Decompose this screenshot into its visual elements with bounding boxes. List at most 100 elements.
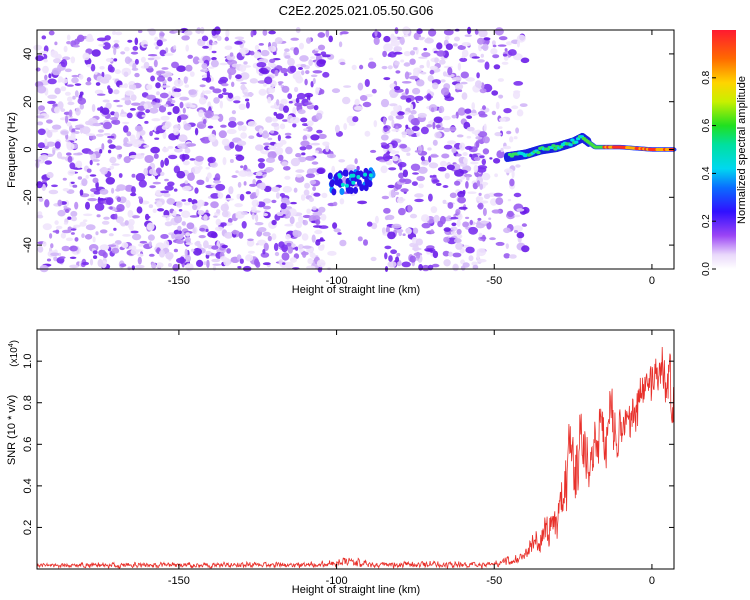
noise-blob — [390, 33, 395, 41]
noise-blob — [160, 159, 165, 168]
noise-blob — [340, 31, 349, 35]
noise-blob — [111, 247, 120, 254]
noise-blob — [148, 28, 156, 36]
noise-blob — [89, 135, 97, 140]
noise-blob — [158, 105, 167, 113]
noise-blob — [299, 146, 307, 151]
noise-blob — [513, 81, 524, 86]
noise-blob — [304, 182, 311, 189]
noise-blob — [145, 109, 151, 114]
noise-blob — [203, 90, 212, 94]
noise-blob — [401, 81, 412, 84]
noise-blob — [481, 158, 486, 166]
noise-blob — [154, 137, 160, 140]
noise-blob — [161, 125, 168, 130]
noise-blob — [254, 222, 264, 226]
noise-blob — [235, 170, 239, 174]
noise-blob — [146, 84, 153, 90]
noise-blob — [211, 258, 221, 263]
signal-core — [536, 150, 541, 155]
noise-blob — [44, 74, 48, 81]
noise-blob — [150, 101, 156, 105]
noise-blob — [155, 46, 159, 50]
noise-blob — [260, 49, 270, 57]
noise-blob — [294, 102, 303, 107]
noise-blob — [178, 134, 188, 142]
noise-blob — [513, 90, 521, 94]
noise-blob — [35, 159, 42, 162]
noise-blob — [227, 92, 234, 99]
noise-blob — [221, 244, 228, 249]
noise-blob — [204, 110, 214, 119]
noise-blob — [126, 131, 132, 137]
noise-blob — [84, 234, 93, 240]
noise-blob — [92, 177, 99, 184]
noise-blob — [391, 129, 400, 132]
noise-blob — [313, 192, 321, 197]
noise-blob — [44, 138, 48, 147]
snr-y-tick-label: 1.0 — [22, 354, 34, 369]
noise-blob — [113, 39, 120, 44]
noise-blob — [312, 225, 323, 228]
noise-blob — [130, 230, 139, 234]
noise-blob — [177, 225, 182, 231]
noise-blob — [407, 204, 412, 213]
noise-blob — [185, 264, 189, 269]
noise-blob — [486, 221, 492, 230]
noise-blob — [412, 172, 419, 175]
noise-blob — [281, 252, 290, 261]
noise-blob — [440, 79, 446, 83]
noise-blob — [465, 181, 469, 189]
noise-blob — [155, 262, 164, 268]
noise-blob — [453, 43, 458, 47]
noise-blob — [305, 155, 315, 161]
noise-blob — [107, 139, 113, 144]
noise-blob — [130, 192, 137, 197]
noise-blob — [273, 111, 278, 116]
noise-blob — [115, 216, 124, 224]
noise-blob — [481, 172, 491, 181]
noise-blob — [48, 189, 59, 195]
noise-blob — [328, 35, 334, 43]
signal-peak — [344, 183, 349, 188]
noise-blob — [237, 266, 242, 269]
snr-x-tick-label: 0 — [649, 575, 655, 587]
noise-blob — [51, 67, 61, 76]
noise-blob — [383, 43, 393, 52]
noise-blob — [217, 113, 224, 122]
noise-blob — [477, 165, 488, 170]
noise-blob — [163, 240, 170, 249]
noise-blob — [412, 47, 418, 51]
snr-y-tick-label: 0.4 — [22, 478, 34, 493]
noise-blob — [478, 43, 483, 52]
noise-blob — [302, 135, 308, 141]
noise-blob — [263, 198, 271, 204]
noise-blob — [207, 172, 212, 179]
noise-blob — [303, 128, 309, 132]
noise-blob — [65, 200, 69, 207]
noise-blob — [152, 181, 161, 185]
noise-blob — [90, 153, 97, 161]
noise-blob — [249, 78, 258, 84]
noise-blob — [427, 75, 434, 82]
noise-blob — [409, 58, 416, 65]
spectrogram-y-tick-label: -40 — [22, 237, 34, 253]
noise-blob — [387, 231, 396, 240]
noise-blob — [185, 242, 194, 245]
noise-blob — [301, 152, 306, 156]
noise-blob — [61, 245, 70, 252]
noise-blob — [132, 45, 139, 51]
noise-blob — [471, 261, 478, 266]
noise-blob — [286, 242, 292, 247]
noise-blob — [101, 220, 110, 225]
noise-blob — [36, 115, 45, 119]
noise-blob — [182, 107, 186, 114]
noise-blob — [254, 144, 264, 151]
noise-blob — [314, 53, 321, 56]
noise-blob — [258, 67, 269, 74]
spectrogram-x-tick-label: 0 — [649, 275, 655, 287]
noise-blob — [267, 96, 272, 104]
noise-blob — [300, 140, 310, 147]
noise-blob — [469, 153, 473, 158]
noise-blob — [393, 105, 401, 112]
